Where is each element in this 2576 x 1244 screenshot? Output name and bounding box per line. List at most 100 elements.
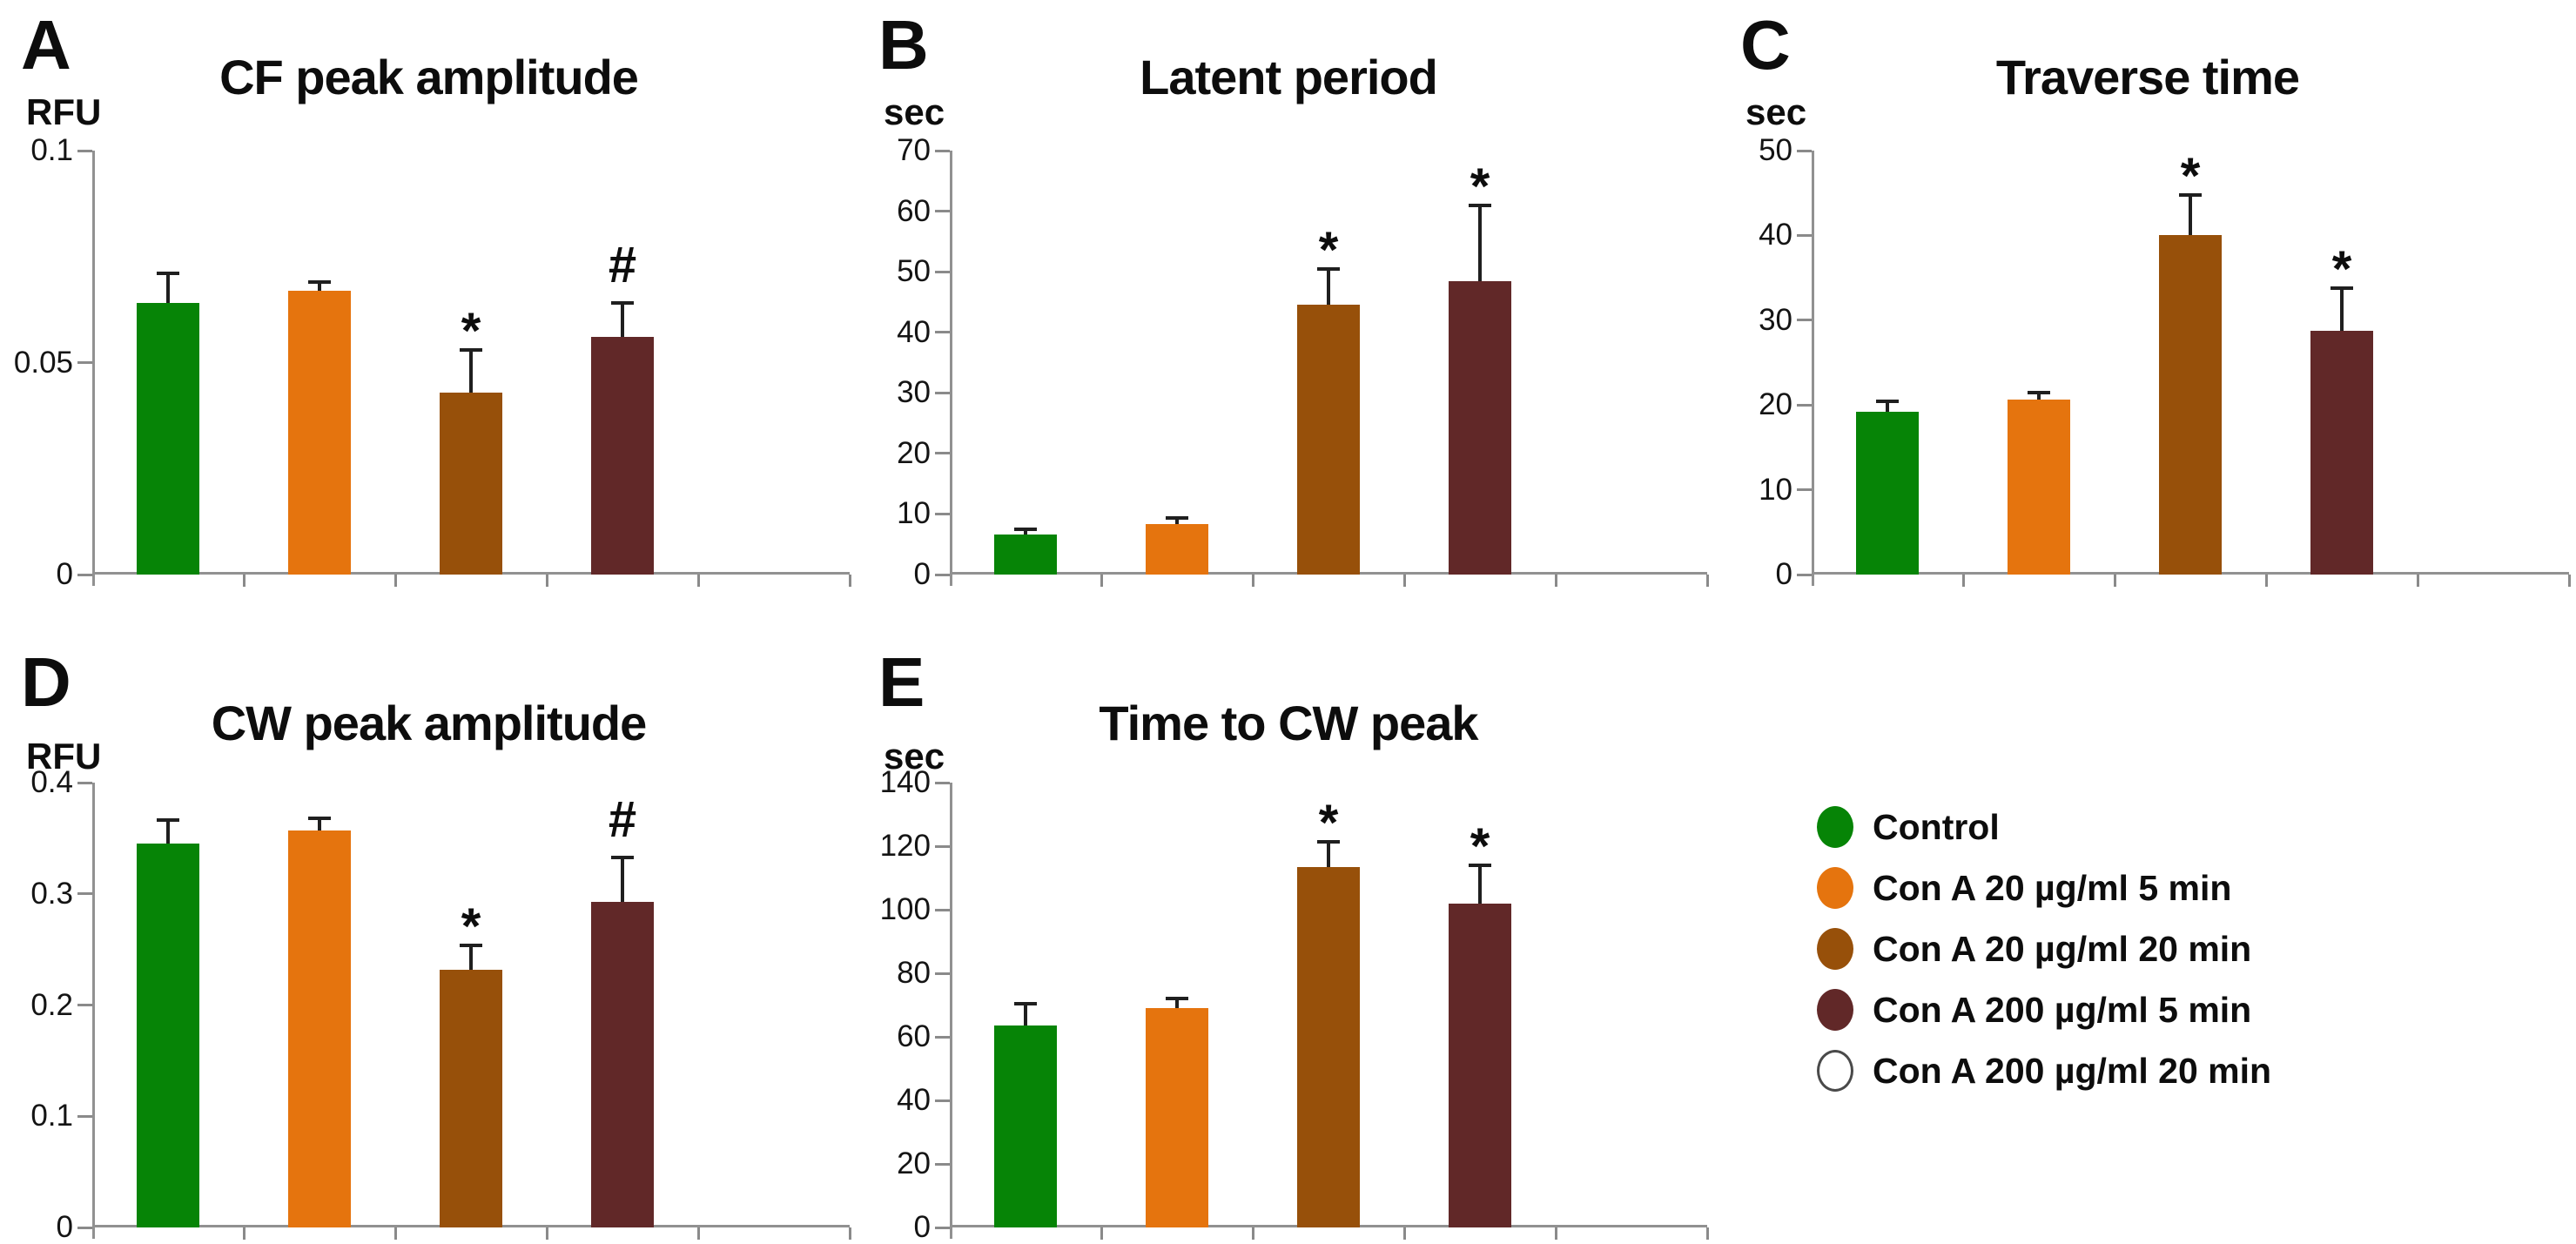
y-axis-tick xyxy=(77,1114,92,1118)
x-axis-tick xyxy=(1100,1227,1103,1240)
legend-item-control: Control xyxy=(1817,806,2576,848)
legend-swatch-control-icon xyxy=(1817,806,1853,848)
y-axis-tick-label: 0 xyxy=(913,1210,931,1244)
bar-1 xyxy=(1856,412,1919,575)
y-axis-tick xyxy=(935,1226,950,1229)
error-bar xyxy=(1024,1003,1027,1026)
error-bar-cap xyxy=(1166,516,1188,521)
y-axis-unit-label: sec xyxy=(884,736,945,777)
bar-3 xyxy=(2159,235,2222,575)
legend-label: Control xyxy=(1873,806,2000,847)
y-axis-tick-label: 100 xyxy=(879,892,931,926)
legend-label: Con A 200 µg/ml 20 min xyxy=(1873,1050,2272,1091)
panel-c-traverse-time: C Traverse time sec 0 10 20 30 40 50 * * xyxy=(1719,0,2576,618)
y-axis-tick xyxy=(77,573,92,576)
y-axis-unit-label: RFU xyxy=(26,91,102,132)
y-axis-tick-label: 0 xyxy=(1775,557,1792,591)
chart-title: CF peak amplitude xyxy=(219,50,639,104)
error-bar xyxy=(1024,528,1027,535)
significance-marker: * xyxy=(1470,817,1490,875)
panel-letter: E xyxy=(878,643,925,721)
chart-title: Traverse time xyxy=(1995,50,2300,104)
y-axis-tick-label: 30 xyxy=(897,375,931,410)
y-axis-tick-label: 50 xyxy=(1759,133,1792,167)
error-bar xyxy=(318,281,321,291)
legend-swatch-cona-200-20-icon xyxy=(1817,1050,1853,1092)
bar-1 xyxy=(994,1025,1057,1227)
y-axis-tick-label: 50 xyxy=(897,254,931,289)
x-axis-tick xyxy=(696,1227,700,1240)
error-bar xyxy=(2037,392,2041,400)
y-axis-line xyxy=(92,783,95,1239)
y-axis-unit-label: sec xyxy=(1745,91,1807,132)
y-axis-tick xyxy=(935,391,950,394)
y-axis-tick xyxy=(935,573,950,576)
y-axis-tick xyxy=(1797,149,1812,152)
y-axis-tick xyxy=(77,1226,92,1229)
y-axis-tick xyxy=(77,149,92,152)
bar-4 xyxy=(591,337,654,575)
y-axis-line xyxy=(950,783,952,1239)
y-axis-tick xyxy=(77,781,92,784)
error-bar-cap xyxy=(611,301,634,306)
error-bar-cap xyxy=(2331,286,2353,290)
significance-marker: # xyxy=(608,237,637,294)
error-bar xyxy=(1478,205,1482,281)
bar-1 xyxy=(994,535,1057,575)
y-axis-tick-label: 0.1 xyxy=(30,133,73,167)
bar-2 xyxy=(2008,400,2070,575)
y-axis-tick-label: 0 xyxy=(56,1210,73,1244)
y-axis-tick-label: 80 xyxy=(897,956,931,990)
error-bar xyxy=(469,349,473,393)
error-bar-cap xyxy=(460,943,482,947)
bar-3 xyxy=(440,969,502,1227)
error-bar-cap xyxy=(157,272,179,276)
plot-area: 0 0.1 0.2 0.3 0.4 * # xyxy=(30,767,851,1243)
legend-swatch-cona-20-20-icon xyxy=(1817,928,1853,970)
bar-4 xyxy=(2310,330,2373,575)
x-axis-tick xyxy=(2264,575,2268,587)
error-bar-cap xyxy=(460,347,482,352)
bar-1 xyxy=(137,303,199,575)
y-axis-tick-label: 40 xyxy=(897,314,931,349)
x-axis-tick xyxy=(393,575,397,587)
plot-area: 0 20 40 60 80 100 120 140 * * xyxy=(880,767,1709,1243)
y-axis-tick xyxy=(935,1099,950,1102)
x-axis-tick xyxy=(848,1227,851,1240)
error-bar-cap xyxy=(157,818,179,823)
x-axis-tick xyxy=(1961,575,1965,587)
error-bar xyxy=(2340,287,2344,331)
y-axis-tick xyxy=(935,844,950,848)
error-bar xyxy=(469,945,473,970)
y-axis-tick xyxy=(1797,233,1812,237)
bar-1 xyxy=(137,844,199,1227)
panel-letter: C xyxy=(1740,6,1791,84)
y-axis-tick xyxy=(1797,488,1812,492)
bar-2 xyxy=(288,830,351,1227)
panel-a-cf-peak-amplitude: A CF peak amplitude RFU 0 0.05 0.1 * # xyxy=(0,0,858,618)
x-axis-tick xyxy=(242,575,245,587)
y-axis-tick-label: 20 xyxy=(897,435,931,470)
y-axis-tick xyxy=(77,892,92,896)
x-axis-tick xyxy=(1251,575,1254,587)
x-axis-tick xyxy=(1100,575,1103,587)
error-bar-cap xyxy=(1469,863,1491,867)
panel-letter: A xyxy=(21,6,71,84)
y-axis-tick-label: 20 xyxy=(897,1146,931,1180)
x-axis-tick xyxy=(393,1227,397,1240)
x-axis-tick xyxy=(242,1227,245,1240)
bar-2 xyxy=(1146,524,1208,575)
y-axis-tick xyxy=(935,908,950,911)
y-axis-tick-label: 20 xyxy=(1759,387,1792,422)
y-axis-tick-label: 0.4 xyxy=(30,765,73,799)
error-bar-cap xyxy=(2028,390,2050,394)
error-bar xyxy=(1327,841,1330,867)
y-axis-tick-label: 0 xyxy=(913,557,931,591)
x-axis-tick xyxy=(1402,575,1406,587)
significance-marker: * xyxy=(2331,240,2352,298)
x-axis-tick xyxy=(1705,575,1709,587)
plot-area: 0 10 20 30 40 50 * * xyxy=(1759,135,2571,590)
y-axis-tick-label: 140 xyxy=(879,765,931,799)
legend-item-cona-20-20: Con A 20 µg/ml 20 min xyxy=(1817,928,2576,970)
